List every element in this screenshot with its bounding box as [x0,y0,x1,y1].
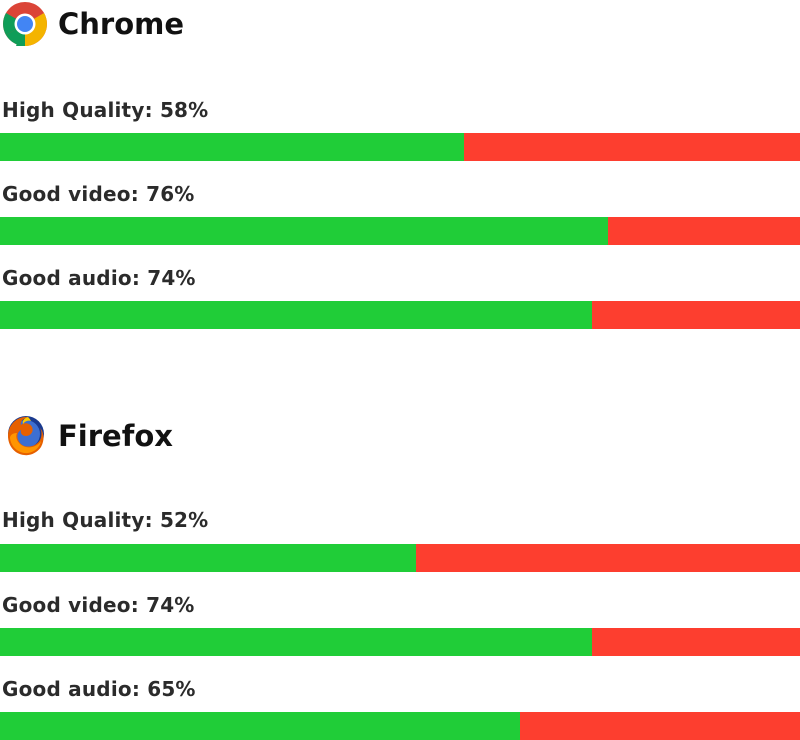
bar-bad-segment [608,217,800,245]
bar-bad-segment [416,544,800,572]
bar-good-segment [0,133,464,161]
firefox-metric-label-1: Good video: 74% [2,595,195,615]
bar-good-segment [0,217,608,245]
chrome-metric-label-2: Good audio: 74% [2,268,196,288]
chrome-bar-0 [0,133,800,161]
metric-value: 58% [159,98,209,122]
chrome-logo-icon [2,1,48,47]
bar-bad-segment [464,133,800,161]
metric-category: Good audio [2,266,132,290]
chrome-metric-label-1: Good video: 76% [2,184,195,204]
chrome-metric-label-0: High Quality: 58% [2,100,208,120]
metric-value: 76% [146,182,195,206]
chrome-bar-1 [0,217,800,245]
metric-category: Good video [2,182,131,206]
metric-value: 65% [147,677,196,701]
metric-separator: : [131,677,148,701]
bar-good-segment [0,544,416,572]
firefox-metric-label-2: Good audio: 65% [2,679,196,699]
metric-separator: : [144,508,160,532]
firefox-bar-2 [0,712,800,740]
bar-bad-segment [520,712,800,740]
chrome-title: Chrome [58,7,185,41]
metric-value: 52% [159,508,209,532]
metric-separator: : [130,593,147,617]
firefox-bar-0 [0,544,800,572]
metric-category: High Quality [2,98,145,122]
metric-value: 74% [147,266,196,290]
bar-good-segment [0,301,592,329]
chrome-bar-2 [0,301,800,329]
metric-separator: : [131,266,148,290]
firefox-title: Firefox [58,419,173,453]
firefox-metric-label-0: High Quality: 52% [2,510,208,530]
metric-separator: : [130,182,147,206]
firefox-logo-icon [2,412,48,458]
firefox-bar-1 [0,628,800,656]
bar-bad-segment [592,628,800,656]
bar-good-segment [0,712,520,740]
metric-separator: : [144,98,160,122]
bar-bad-segment [592,301,800,329]
bar-good-segment [0,628,592,656]
metric-category: Good audio [2,677,132,701]
metric-category: Good video [2,593,131,617]
metric-value: 74% [146,593,195,617]
metric-category: High Quality [2,508,145,532]
